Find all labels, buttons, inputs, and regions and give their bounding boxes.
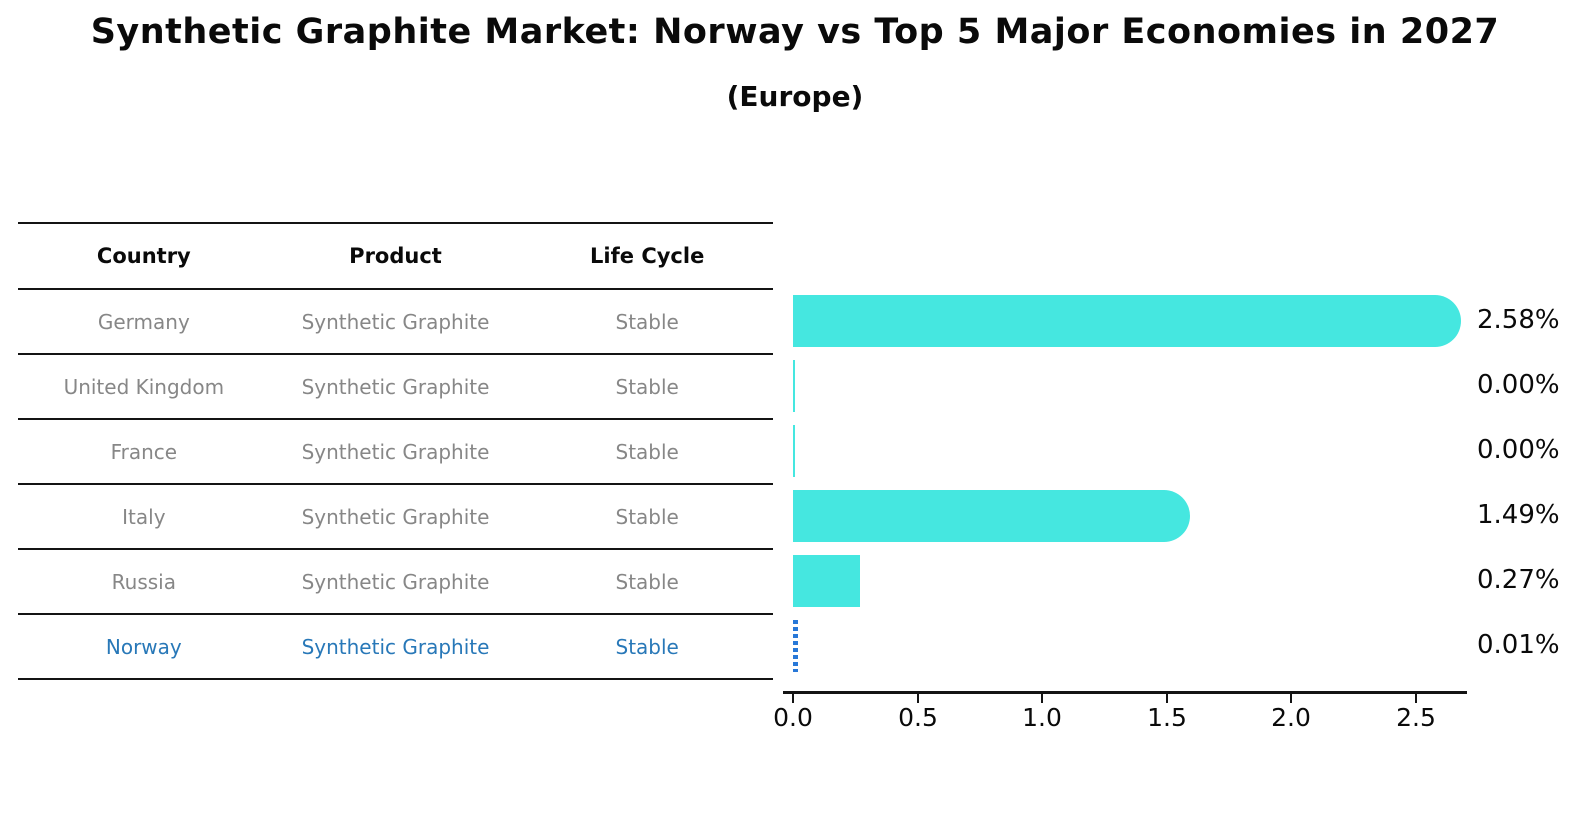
x-axis-tick-label: 1.5 [1147,703,1187,732]
bar-france [793,425,795,477]
table-header-row: Country Product Life Cycle [18,224,773,290]
cell-life-cycle: Stable [615,439,679,464]
cell-product: Synthetic Graphite [301,309,490,334]
bar-italy [793,490,1190,542]
x-axis-tick [917,694,919,703]
cell-life-cycle: Stable [615,374,679,399]
x-axis-tick [1041,694,1043,703]
x-axis-tick [792,694,794,703]
bar-germany [793,295,1461,347]
cell-country: Norway [105,634,182,659]
value-label-italy: 1.49% [1477,500,1560,530]
header-life-cycle: Life Cycle [590,244,705,268]
x-axis-tick-label: 0.5 [898,703,938,732]
header-country: Country [96,244,191,268]
x-axis-tick [1290,694,1292,703]
cell-country: France [110,439,178,464]
cell-product: Synthetic Graphite [301,504,490,529]
value-label-russia: 0.27% [1477,565,1560,595]
table-row-norway: Norway Synthetic Graphite Stable [18,615,773,680]
cell-country: Italy [122,504,166,529]
value-label-france: 0.00% [1477,435,1560,465]
value-label-norway: 0.01% [1477,630,1560,660]
cell-product: Synthetic Graphite [301,569,490,594]
cell-product: Synthetic Graphite [301,439,490,464]
x-axis-tick-label: 2.5 [1396,703,1436,732]
cell-life-cycle: Stable [615,569,679,594]
cell-country: United Kingdom [63,374,225,399]
x-axis-tick-label: 2.0 [1271,703,1311,732]
cell-country: Germany [97,309,190,334]
bar-norway [793,620,798,672]
cell-product: Synthetic Graphite [301,634,490,659]
x-axis [783,691,1467,694]
value-label-germany: 2.58% [1477,305,1560,335]
cell-life-cycle: Stable [615,634,679,659]
bar-united-kingdom [793,360,795,412]
page-title: Synthetic Graphite Market: Norway vs Top… [90,12,1500,52]
table-row-russia: Russia Synthetic Graphite Stable [18,550,773,615]
page-subtitle: (Europe) [726,80,864,113]
cell-life-cycle: Stable [615,309,679,334]
cell-country: Russia [111,569,176,594]
table-row-germany: Germany Synthetic Graphite Stable [18,290,773,355]
header-product: Product [349,244,442,268]
table-row-italy: Italy Synthetic Graphite Stable [18,485,773,550]
x-axis-tick-label: 1.0 [1022,703,1062,732]
x-axis-tick [1415,694,1417,703]
comparison-table: Country Product Life Cycle Germany Synth… [18,222,773,680]
value-label-united-kingdom: 0.00% [1477,370,1560,400]
table-row-united-kingdom: United Kingdom Synthetic Graphite Stable [18,355,773,420]
x-axis-tick [1166,694,1168,703]
table-row-france: France Synthetic Graphite Stable [18,420,773,485]
cell-life-cycle: Stable [615,504,679,529]
bar-russia [793,555,860,607]
x-axis-tick-label: 0.0 [773,703,813,732]
cell-product: Synthetic Graphite [301,374,490,399]
